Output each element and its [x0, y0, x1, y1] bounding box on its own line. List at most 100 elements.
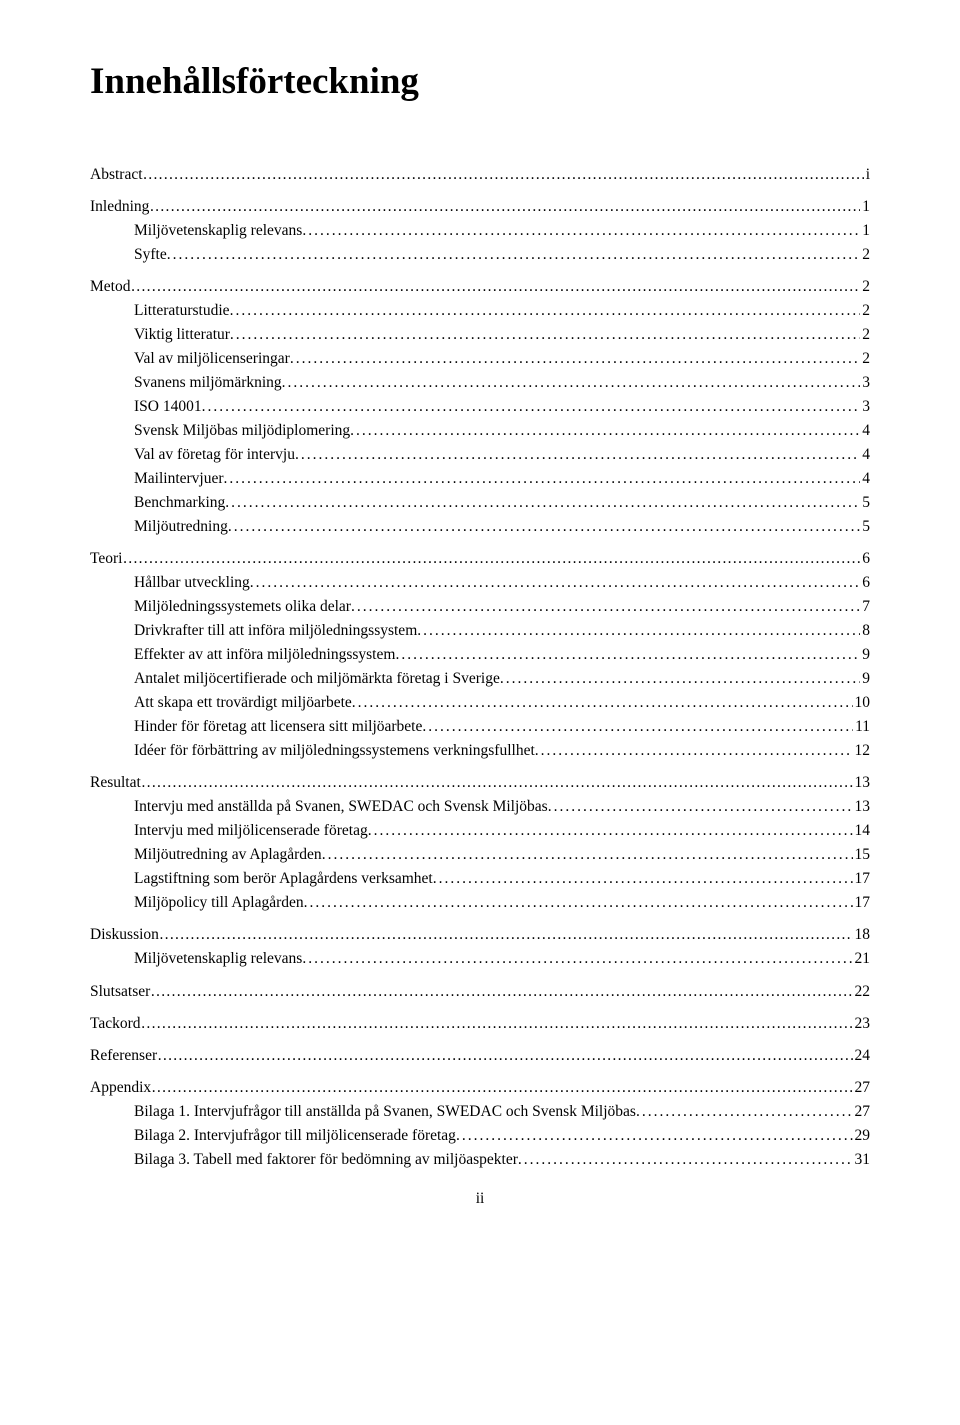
toc-entry-page[interactable]: 27	[853, 1100, 871, 1124]
toc-entry-label[interactable]: Miljöutredning av Aplagården	[134, 843, 322, 867]
toc-leader	[228, 515, 860, 539]
toc-leader	[395, 643, 860, 667]
toc-leader	[225, 491, 860, 515]
toc-leader	[230, 323, 860, 347]
toc-entry-page[interactable]: 2	[860, 323, 870, 347]
toc-entry-label[interactable]: Hinder för företag att licensera sitt mi…	[134, 715, 422, 739]
toc-entry-label[interactable]: Val av företag för intervju	[134, 443, 295, 467]
toc-entry-page[interactable]: 4	[860, 419, 870, 443]
toc-entry-label[interactable]: Intervju med anställda på Svanen, SWEDAC…	[134, 795, 548, 819]
toc-entry-page[interactable]: 14	[853, 819, 871, 843]
toc-entry: Miljöutredning av Aplagården 15	[90, 843, 870, 867]
toc-entry-page[interactable]: 23	[853, 1012, 871, 1036]
toc-entry-label[interactable]: Slutsatser	[90, 980, 150, 1004]
toc-entry-label[interactable]: Referenser	[90, 1044, 157, 1068]
toc-entry-label[interactable]: Svanens miljömärkning	[134, 371, 282, 395]
toc-leader	[500, 667, 860, 691]
toc-entry-page[interactable]: 13	[853, 771, 871, 795]
toc-entry-label[interactable]: Miljöledningssystemets olika delar	[134, 595, 351, 619]
toc-entry-label[interactable]: Teori	[90, 547, 122, 571]
toc-entry-page[interactable]: 2	[860, 275, 870, 299]
toc-entry-label[interactable]: Lagstiftning som berör Aplagårdens verks…	[134, 867, 433, 891]
toc-entry-page[interactable]: 5	[860, 515, 870, 539]
toc-entry-label[interactable]: Litteraturstudie	[134, 299, 230, 323]
toc-entry-label[interactable]: Abstract	[90, 163, 143, 187]
toc-entry-page[interactable]: 21	[853, 947, 871, 971]
toc-entry-label[interactable]: Resultat	[90, 771, 141, 795]
toc-entry-page[interactable]: 2	[860, 243, 870, 267]
toc-entry-label[interactable]: Svensk Miljöbas miljödiplomering	[134, 419, 350, 443]
toc-entry: Miljöledningssystemets olika delar 7	[90, 595, 870, 619]
toc-entry-page[interactable]: 24	[853, 1044, 871, 1068]
toc-leader	[149, 195, 860, 219]
toc-entry-label[interactable]: Att skapa ett trovärdigt miljöarbete	[134, 691, 352, 715]
toc-entry-label[interactable]: Antalet miljöcertifierade och miljömärkt…	[134, 667, 500, 691]
toc-entry-label[interactable]: Bilaga 1. Intervjufrågor till anställda …	[134, 1100, 636, 1124]
toc-entry-page[interactable]: 6	[860, 571, 870, 595]
toc-entry-label[interactable]: Diskussion	[90, 923, 159, 947]
toc-entry: Bilaga 1. Intervjufrågor till anställda …	[90, 1100, 870, 1124]
toc-entry-page[interactable]: 1	[860, 219, 870, 243]
toc-entry: Miljöpolicy till Aplagården 17	[90, 891, 870, 915]
toc-entry-page[interactable]: 29	[853, 1124, 871, 1148]
toc-entry-page[interactable]: 9	[860, 643, 870, 667]
toc-entry-page[interactable]: 5	[860, 491, 870, 515]
toc-entry-page[interactable]: 2	[860, 347, 870, 371]
toc-entry-page[interactable]: 31	[853, 1148, 871, 1172]
toc-entry-page[interactable]: 27	[853, 1076, 871, 1100]
toc-entry-label[interactable]: Viktig litteratur	[134, 323, 230, 347]
toc-leader	[130, 275, 860, 299]
toc-entry-label[interactable]: Effekter av att införa miljöledningssyst…	[134, 643, 395, 667]
toc-entry-page[interactable]: 7	[860, 595, 870, 619]
toc-entry-label[interactable]: Syfte	[134, 243, 167, 267]
toc-entry-page[interactable]: 22	[853, 980, 871, 1004]
toc-entry-label[interactable]: Benchmarking	[134, 491, 225, 515]
toc-entry-page[interactable]: 10	[853, 691, 871, 715]
toc-entry-label[interactable]: Mailintervjuer	[134, 467, 224, 491]
toc-entry-label[interactable]: Inledning	[90, 195, 149, 219]
toc-entry-label[interactable]: Bilaga 3. Tabell med faktorer för bedömn…	[134, 1148, 518, 1172]
toc-entry-page[interactable]: 17	[853, 867, 871, 891]
toc-entry: Slutsatser 22	[90, 980, 870, 1004]
toc-entry-label[interactable]: Idéer för förbättring av miljöledningssy…	[134, 739, 535, 763]
toc-entry-page[interactable]: 1	[860, 195, 870, 219]
toc-entry-label[interactable]: Miljöpolicy till Aplagården	[134, 891, 304, 915]
toc-entry-page[interactable]: 8	[860, 619, 870, 643]
toc-entry-label[interactable]: Miljövetenskaplig relevans	[134, 219, 302, 243]
toc-entry-page[interactable]: 15	[853, 843, 871, 867]
toc-entry-page[interactable]: 13	[853, 795, 871, 819]
toc-entry-label[interactable]: Appendix	[90, 1076, 151, 1100]
toc-entry-page[interactable]: 12	[853, 739, 871, 763]
toc-entry-page[interactable]: 3	[860, 395, 870, 419]
toc-entry-label[interactable]: Miljöutredning	[134, 515, 228, 539]
toc-entry-label[interactable]: Metod	[90, 275, 130, 299]
toc-entry: Viktig litteratur 2	[90, 323, 870, 347]
toc-list: Abstract i Inledning 1 Miljövetenskaplig rel…	[90, 163, 870, 1172]
toc-leader	[202, 395, 861, 419]
toc-leader	[141, 771, 853, 795]
toc-entry-page[interactable]: 4	[860, 467, 870, 491]
toc-entry-label[interactable]: ISO 14001	[134, 395, 202, 419]
toc-entry-label[interactable]: Val av miljölicenseringar	[134, 347, 290, 371]
toc-entry: Teori 6	[90, 547, 870, 571]
toc-entry-label[interactable]: Drivkrafter till att införa miljöledning…	[134, 619, 417, 643]
toc-entry: Val av företag för intervju 4	[90, 443, 870, 467]
toc-entry-page[interactable]: 18	[853, 923, 871, 947]
page-title: Innehållsförteckning	[90, 60, 870, 103]
toc-entry-page[interactable]: i	[864, 163, 870, 187]
toc-entry-label[interactable]: Tackord	[90, 1012, 141, 1036]
toc-entry: Syfte 2	[90, 243, 870, 267]
toc-entry-page[interactable]: 3	[860, 371, 870, 395]
toc-entry-page[interactable]: 2	[860, 299, 870, 323]
toc-entry-label[interactable]: Hållbar utveckling	[134, 571, 250, 595]
toc-entry-label[interactable]: Miljövetenskaplig relevans	[134, 947, 302, 971]
toc-entry-page[interactable]: 4	[860, 443, 870, 467]
toc-leader	[368, 819, 853, 843]
toc-entry-page[interactable]: 6	[860, 547, 870, 571]
toc-entry-page[interactable]: 9	[860, 667, 870, 691]
toc-entry-label[interactable]: Intervju med miljölicenserade företag	[134, 819, 368, 843]
toc-leader	[224, 467, 861, 491]
toc-entry-page[interactable]: 17	[853, 891, 871, 915]
toc-entry-label[interactable]: Bilaga 2. Intervjufrågor till miljölicen…	[134, 1124, 456, 1148]
toc-entry-page[interactable]: 11	[853, 715, 870, 739]
